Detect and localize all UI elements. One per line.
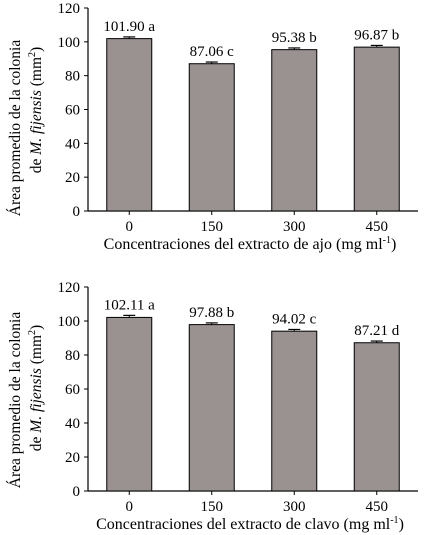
data-label: 96.87 b bbox=[354, 27, 399, 43]
data-label: 102.11 a bbox=[104, 297, 155, 313]
y-tick-label: 40 bbox=[65, 416, 80, 432]
y-axis-label-line1: Área promedio de la colonia bbox=[7, 40, 24, 217]
y-tick-label: 80 bbox=[65, 348, 80, 364]
y-axis-label-line1: Área promedio de la colonia bbox=[7, 312, 24, 489]
y-axis-label-line2: de M. fijensis (mm2) bbox=[27, 47, 45, 173]
y-tick-label: 100 bbox=[58, 314, 81, 330]
x-tick-label: 300 bbox=[283, 219, 306, 235]
bar bbox=[271, 49, 318, 212]
x-tick-label: 150 bbox=[201, 219, 224, 235]
bar bbox=[353, 46, 400, 212]
bar bbox=[188, 324, 235, 492]
x-tick-label: 450 bbox=[366, 219, 389, 235]
chart-panel-clavo: Área promedio de la colonia de M. fijens… bbox=[7, 280, 418, 533]
x-tick-label: 450 bbox=[366, 499, 389, 515]
y-tick-label: 0 bbox=[73, 204, 81, 220]
data-labels: 101.90 a 87.06 c 95.38 b 96.87 b bbox=[103, 19, 399, 60]
data-label: 87.06 c bbox=[190, 44, 235, 60]
tick-labels: 0 20 40 60 80 100 120 0 150 300 450 bbox=[58, 1, 389, 235]
y-tick-label: 60 bbox=[65, 382, 80, 398]
bar bbox=[106, 38, 153, 212]
x-tick-label: 0 bbox=[126, 219, 134, 235]
bar bbox=[188, 63, 235, 212]
data-label: 87.21 d bbox=[354, 323, 400, 339]
data-label: 94.02 c bbox=[272, 311, 317, 327]
data-label: 95.38 b bbox=[272, 30, 317, 46]
y-tick-label: 20 bbox=[65, 170, 80, 186]
y-tick-label: 0 bbox=[73, 484, 81, 500]
data-label: 101.90 a bbox=[103, 19, 155, 35]
x-axis-label: Concentraciones del extracto de ajo (mg … bbox=[104, 235, 397, 253]
y-axis-label-line2: de M. fijensis (mm2) bbox=[27, 325, 45, 451]
chart-panel-ajo: Área promedio de la colonia de M. fijens… bbox=[7, 1, 418, 253]
bars bbox=[106, 36, 400, 212]
bar bbox=[106, 316, 153, 492]
bar bbox=[353, 342, 400, 492]
x-tick-label: 0 bbox=[126, 499, 134, 515]
bar bbox=[271, 330, 318, 492]
y-tick-label: 80 bbox=[65, 69, 80, 85]
x-tick-label: 150 bbox=[201, 499, 224, 515]
y-tick-label: 120 bbox=[58, 1, 81, 17]
tick-labels: 0 20 40 60 80 100 120 0 150 300 450 bbox=[58, 280, 389, 515]
y-tick-label: 100 bbox=[58, 35, 81, 51]
x-axis-label: Concentraciones del extracto de clavo (m… bbox=[96, 515, 404, 533]
y-tick-label: 40 bbox=[65, 136, 80, 152]
x-tick-label: 300 bbox=[283, 499, 306, 515]
y-tick-label: 120 bbox=[58, 280, 81, 296]
y-tick-label: 60 bbox=[65, 103, 80, 119]
data-labels: 102.11 a 97.88 b 94.02 c 87.21 d bbox=[104, 297, 400, 339]
bars bbox=[106, 314, 400, 492]
data-label: 97.88 b bbox=[189, 305, 234, 321]
y-tick-label: 20 bbox=[65, 450, 80, 466]
